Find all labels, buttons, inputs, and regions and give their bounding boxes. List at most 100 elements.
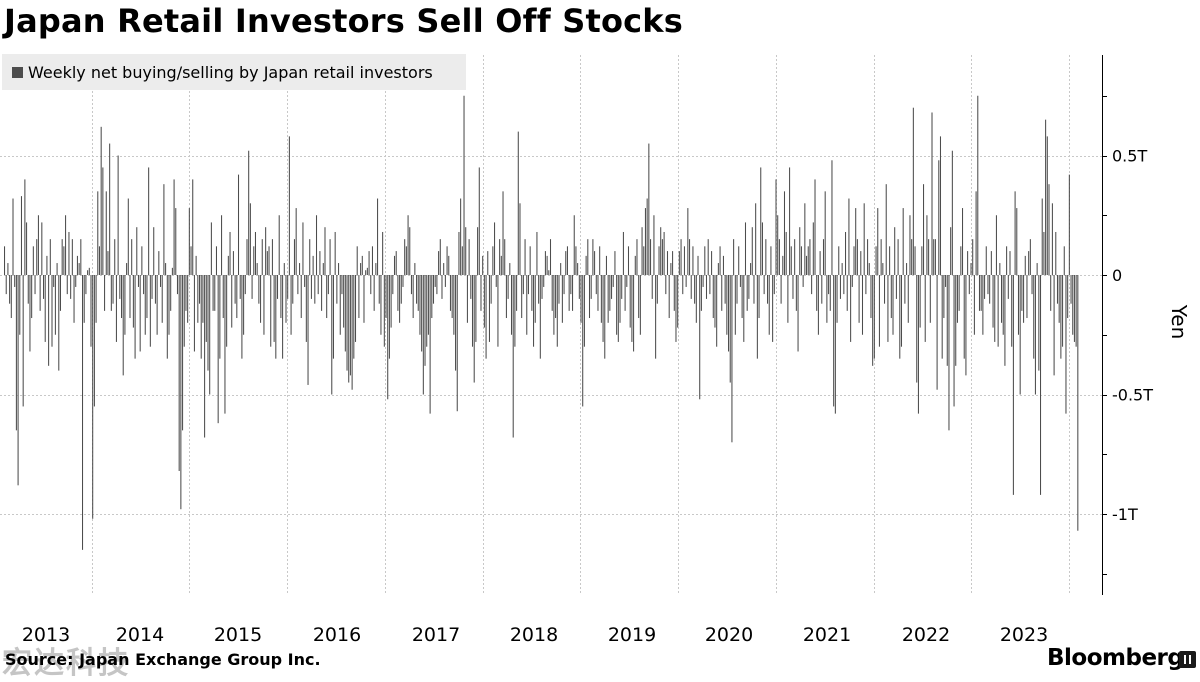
bar	[975, 191, 977, 275]
bar	[736, 275, 738, 304]
bar	[721, 275, 723, 311]
x-tick-label: 2013	[22, 624, 70, 646]
bar	[928, 239, 930, 275]
bar	[126, 263, 128, 275]
bar	[232, 251, 234, 275]
bar	[938, 160, 940, 275]
bar	[609, 275, 611, 311]
bar	[999, 263, 1001, 275]
bar	[154, 275, 156, 304]
bar	[592, 239, 594, 275]
bar	[968, 275, 970, 295]
bar	[26, 222, 28, 275]
bar	[458, 231, 460, 275]
bar	[93, 275, 95, 407]
bar	[558, 275, 560, 304]
bar	[553, 275, 555, 335]
legend-swatch	[12, 66, 23, 78]
bar	[468, 239, 470, 275]
bar	[485, 275, 487, 359]
bar	[471, 275, 474, 347]
bar	[728, 275, 730, 352]
bar	[692, 246, 694, 275]
bar	[85, 275, 87, 295]
bar	[377, 198, 379, 275]
bar	[500, 255, 502, 275]
bloomberg-terminal-icon	[1179, 651, 1196, 668]
bar	[424, 275, 426, 366]
x-tick-label: 2019	[608, 624, 656, 646]
bar	[936, 275, 938, 390]
bar	[204, 275, 206, 438]
bar	[875, 246, 877, 275]
bar	[646, 198, 648, 275]
bar	[634, 255, 636, 275]
bar	[231, 275, 233, 328]
bar	[282, 275, 284, 359]
bar	[865, 275, 867, 295]
bar	[561, 275, 563, 323]
bar	[856, 239, 858, 275]
bar	[729, 275, 731, 383]
bar	[300, 275, 302, 319]
bar	[868, 263, 870, 275]
bar	[839, 275, 841, 299]
bar	[173, 179, 175, 275]
bar	[673, 275, 675, 311]
bar	[914, 246, 916, 275]
bar	[24, 179, 26, 275]
bar	[828, 275, 830, 295]
bar	[831, 160, 833, 275]
bar	[717, 263, 719, 275]
bar	[378, 275, 380, 304]
bar	[182, 275, 184, 431]
bar	[683, 246, 685, 275]
bar	[1033, 275, 1035, 359]
bar	[1055, 231, 1057, 275]
bar	[629, 275, 631, 328]
bar	[539, 275, 541, 359]
bar	[217, 275, 219, 424]
bar	[519, 203, 521, 275]
bar	[850, 275, 852, 342]
bar	[319, 251, 321, 275]
bar	[624, 275, 626, 311]
bar	[470, 275, 472, 299]
bar	[295, 208, 297, 275]
bar	[829, 275, 831, 311]
bar	[734, 275, 736, 335]
bar	[555, 275, 557, 319]
bar	[590, 275, 592, 299]
bar	[597, 275, 599, 311]
bar	[473, 275, 475, 383]
bar	[370, 275, 372, 295]
bar	[221, 215, 223, 275]
bar	[129, 275, 131, 319]
bar	[665, 275, 667, 295]
bar	[548, 270, 550, 275]
bar	[712, 275, 714, 319]
bar	[744, 222, 747, 275]
bar	[159, 275, 162, 287]
bar	[83, 275, 85, 323]
bar	[878, 275, 880, 347]
bar	[480, 275, 482, 311]
bar	[317, 275, 319, 295]
bar	[32, 246, 34, 275]
bar	[814, 179, 816, 275]
bar	[890, 275, 892, 319]
x-tick-label: 2021	[803, 624, 851, 646]
y-axis-label: Yen	[1167, 304, 1191, 340]
bar	[887, 275, 889, 342]
bar	[948, 275, 950, 431]
bar	[5, 275, 7, 295]
bar	[848, 198, 850, 275]
bar	[366, 267, 368, 275]
bar	[334, 231, 336, 275]
bar	[210, 222, 212, 275]
grid-layer	[0, 55, 1102, 595]
legend-label: Weekly net buying/selling by Japan retai…	[28, 62, 433, 82]
bar	[1040, 275, 1042, 495]
bar	[75, 275, 77, 287]
bar	[41, 222, 43, 275]
